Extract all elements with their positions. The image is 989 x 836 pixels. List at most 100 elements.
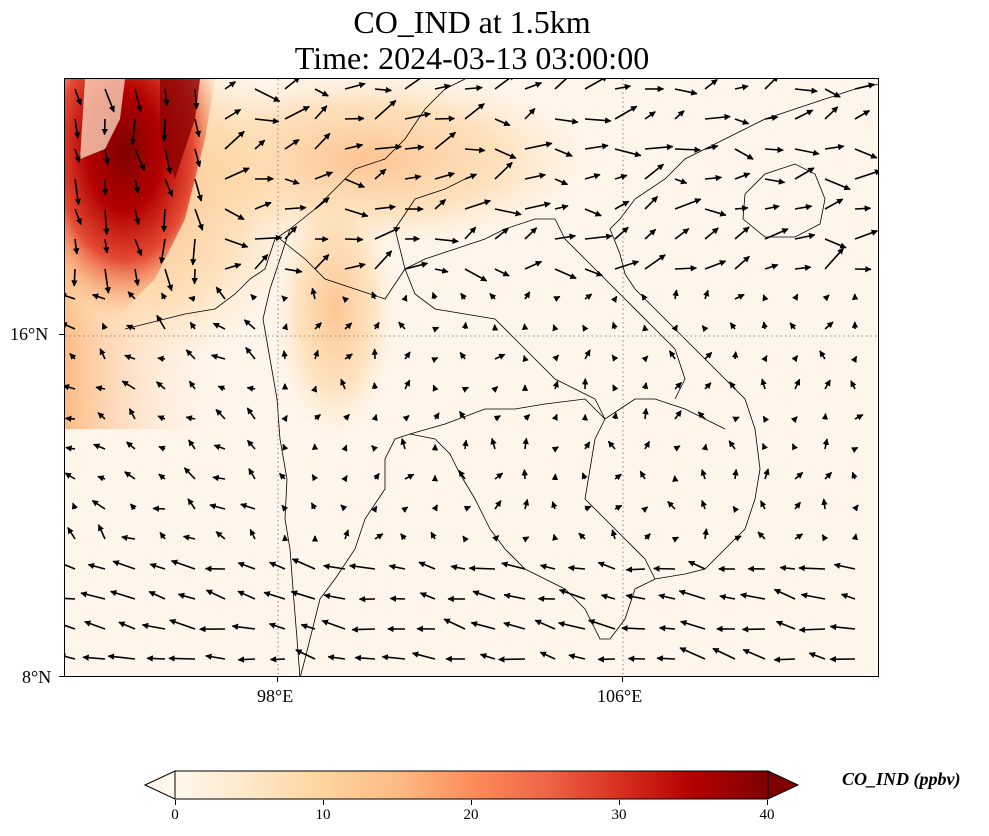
wind-arrow	[374, 226, 401, 240]
wind-arrow	[182, 534, 196, 541]
wind-arrow	[327, 654, 346, 661]
wind-arrow	[224, 130, 245, 150]
wind-arrow	[554, 118, 579, 125]
wind-arrow	[109, 590, 136, 600]
wind-arrow	[584, 117, 612, 124]
wind-arrow	[278, 472, 286, 480]
wind-arrow	[779, 564, 796, 572]
wind-arrow	[291, 558, 316, 570]
wind-arrow	[190, 238, 197, 266]
wind-arrow	[800, 592, 826, 600]
wind-arrow	[764, 228, 789, 240]
wind-arrow	[246, 407, 256, 420]
wind-arrow	[641, 355, 649, 363]
wind-arrow	[121, 380, 136, 390]
wind-arrow	[524, 107, 536, 120]
wind-arrow	[284, 138, 300, 150]
wind-arrow	[159, 531, 167, 540]
wind-arrow	[157, 415, 166, 422]
wind-arrow	[850, 380, 857, 390]
wind-arrow	[314, 254, 330, 270]
wind-arrow	[494, 227, 509, 240]
wind-arrow	[250, 293, 258, 301]
colorbar-graphic	[143, 770, 800, 800]
wind-arrow	[194, 148, 202, 168]
wind-arrow	[341, 475, 348, 483]
map-panel	[64, 78, 879, 677]
wind-arrow	[404, 351, 411, 360]
wind-arrow	[418, 561, 436, 570]
wind-arrow	[118, 621, 136, 630]
border-laos-china	[404, 218, 555, 270]
wind-arrow	[470, 621, 496, 630]
wind-arrow	[824, 106, 839, 120]
wind-arrow	[704, 113, 731, 121]
wind-arrow	[472, 590, 496, 600]
wind-arrow	[464, 146, 486, 154]
wind-arrow	[731, 351, 739, 360]
wind-arrow	[578, 532, 586, 540]
wind-arrow	[160, 292, 168, 300]
wind-arrow	[269, 561, 286, 570]
wind-arrow	[524, 172, 547, 180]
wind-arrow	[521, 323, 529, 331]
wind-arrow	[237, 561, 256, 570]
wind-arrow	[343, 529, 350, 540]
wind-arrow	[152, 505, 166, 512]
wind-arrow	[728, 440, 736, 450]
wind-arrow	[434, 198, 447, 210]
wind-arrow	[494, 79, 516, 90]
colorbar-gradient	[174, 770, 769, 800]
wind-arrow	[824, 88, 841, 98]
wind-arrow	[734, 226, 750, 240]
wind-arrow	[854, 169, 878, 180]
wind-arrow	[489, 293, 497, 300]
wind-arrow	[254, 88, 281, 103]
wind-arrow	[374, 204, 396, 211]
wind-arrow	[65, 564, 76, 570]
wind-arrow	[374, 99, 397, 120]
wind-arrow	[284, 226, 298, 240]
wind-arrow	[134, 148, 146, 171]
wind-arrow	[734, 118, 750, 125]
wind-arrow	[808, 652, 826, 660]
wind-arrow	[552, 533, 559, 541]
wind-arrow	[479, 653, 496, 660]
wind-arrow	[254, 117, 280, 125]
wind-arrow	[263, 591, 286, 600]
colorbar-tick-10	[323, 800, 324, 805]
wind-arrow	[351, 626, 376, 633]
wind-arrow	[614, 226, 629, 240]
wind-arrow	[790, 416, 798, 424]
wind-arrow	[212, 474, 226, 482]
border-myanmar-china	[289, 79, 466, 230]
wind-arrow	[344, 353, 353, 360]
wind-arrow	[300, 623, 316, 630]
wind-arrow	[625, 593, 646, 600]
wind-arrow	[344, 143, 364, 150]
wind-arrow	[224, 238, 249, 249]
wind-arrow	[524, 81, 543, 90]
wind-arrow	[794, 501, 802, 510]
wind-arrow	[431, 291, 438, 300]
wind-arrow	[254, 254, 269, 270]
co-field-light-patch	[80, 79, 125, 159]
wind-arrow	[128, 408, 136, 420]
wind-arrow	[344, 82, 366, 90]
wind-arrow	[212, 322, 226, 330]
wind-arrow	[284, 267, 303, 275]
colorbar-tick-label-40: 40	[759, 807, 775, 823]
xtick-106E	[622, 677, 623, 682]
wind-arrow	[734, 255, 750, 270]
wind-arrow	[524, 141, 553, 150]
wind-arrow	[582, 324, 589, 332]
wind-arrow	[340, 504, 348, 512]
wind-arrow	[177, 592, 196, 600]
wind-arrow	[344, 115, 365, 122]
ytick-8N	[59, 676, 64, 677]
wind-arrow	[494, 268, 510, 277]
wind-arrow	[522, 437, 529, 450]
ytick-16N	[59, 334, 64, 335]
wind-arrow	[126, 441, 136, 450]
wind-arrow	[268, 622, 286, 630]
